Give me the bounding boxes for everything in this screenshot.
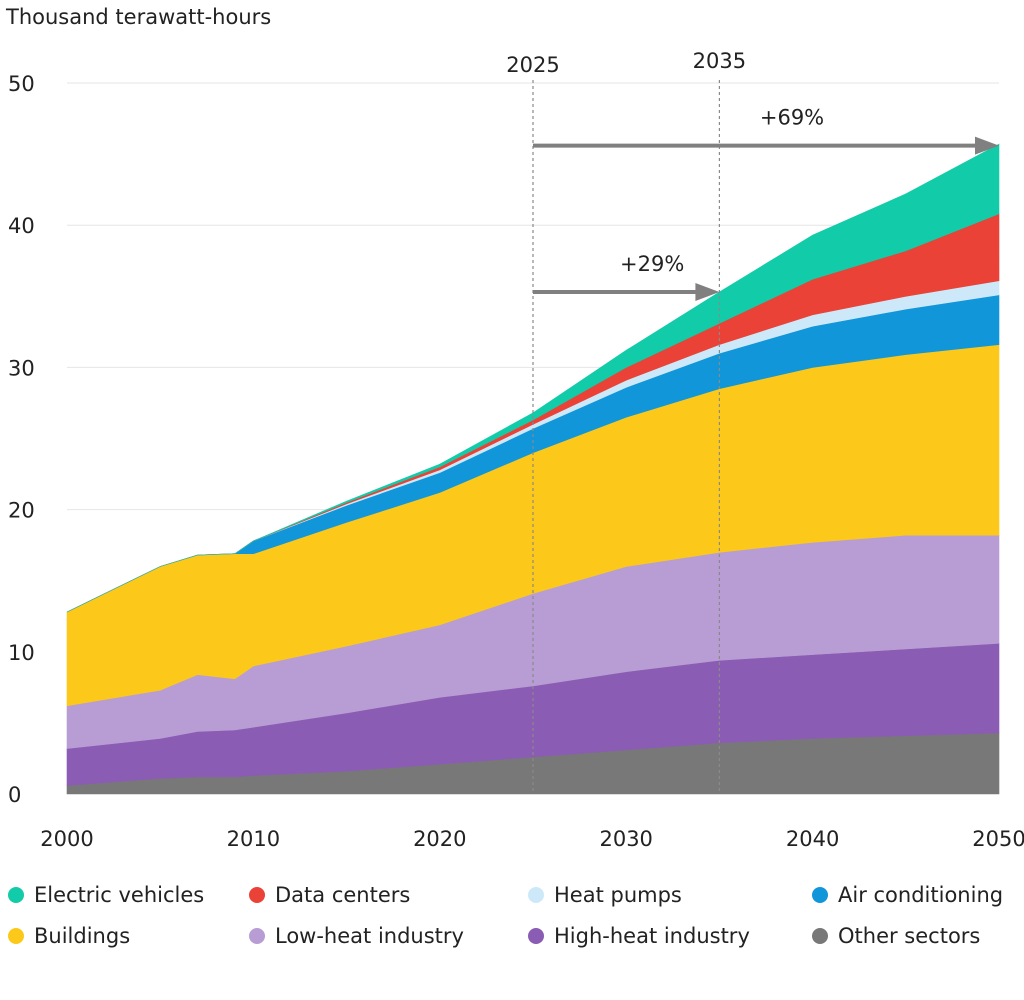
y-tick-label: 50: [8, 72, 35, 96]
y-tick-label: 10: [8, 641, 35, 665]
area-series: [66, 143, 1000, 795]
area-electric-vehicles: [66, 143, 1000, 613]
y-tick-label: 40: [8, 214, 35, 238]
reference-line-label: 2035: [693, 49, 746, 73]
x-tick-label: 2040: [786, 827, 839, 851]
growth-label: +29%: [620, 252, 684, 276]
reference-lines: 2025 2035: [506, 49, 746, 794]
x-tick-label: 2030: [599, 827, 652, 851]
x-tick-label: 2010: [227, 827, 280, 851]
y-tick-label: 30: [8, 356, 35, 380]
x-tick-label: 2050: [972, 827, 1024, 851]
y-axis-title: Thousand terawatt-hours: [5, 5, 271, 29]
reference-line-label: 2025: [506, 53, 559, 77]
arrowhead-icon: [695, 283, 720, 302]
arrowhead-icon: [975, 136, 999, 155]
x-tick-label: 2000: [40, 827, 93, 851]
growth-annotations: +29% +69%: [533, 106, 999, 302]
y-tick-label: 0: [8, 783, 21, 807]
x-tick-label: 2020: [413, 827, 466, 851]
y-axis-ticks: 0 10 20 30 40 50: [8, 72, 35, 807]
x-axis-ticks: 2000 2010 2020 2030 2040 2050: [40, 827, 1024, 851]
growth-label: +69%: [760, 106, 824, 130]
y-tick-label: 20: [8, 499, 35, 523]
